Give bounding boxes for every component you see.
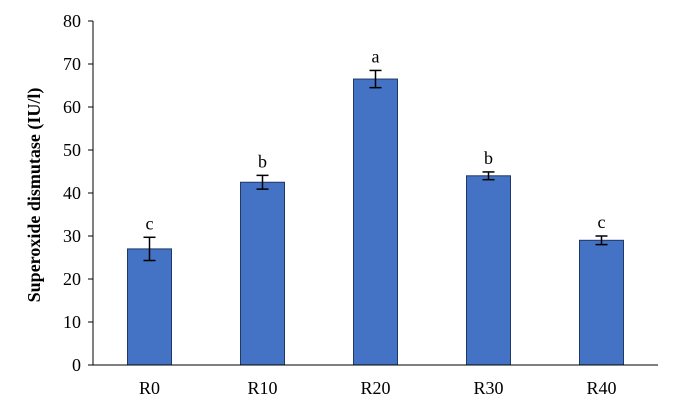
y-tick-label: 20 — [63, 269, 81, 289]
error-bar-r0 — [143, 236, 156, 262]
y-tick-label: 70 — [63, 54, 81, 74]
significance-label: b — [258, 151, 267, 171]
x-tick-label: R0 — [139, 378, 160, 398]
y-tick-label: 80 — [63, 11, 81, 31]
significance-label: a — [372, 46, 380, 66]
bar-r0 — [127, 248, 172, 366]
significance-label: c — [146, 213, 154, 233]
bar-r20 — [353, 78, 398, 366]
x-tick-label: R20 — [360, 378, 390, 398]
error-bar-r40 — [595, 235, 608, 246]
y-tick-label: 40 — [63, 183, 81, 203]
x-tick-label: R30 — [473, 378, 503, 398]
y-tick-label: 10 — [63, 312, 81, 332]
bar-r10 — [240, 181, 285, 366]
y-axis-title: Superoxide dismutase (IU/l) — [24, 88, 45, 303]
y-tick-label: 0 — [72, 355, 81, 375]
y-tick-label: 30 — [63, 226, 81, 246]
error-bar-r10 — [256, 174, 269, 190]
bar-r30 — [466, 175, 511, 366]
y-tick-label: 50 — [63, 140, 81, 160]
significance-label: c — [598, 212, 606, 232]
x-tick-label: R40 — [586, 378, 616, 398]
significance-label: b — [484, 148, 493, 168]
error-bar-r20 — [369, 69, 382, 89]
error-bar-r30 — [482, 171, 495, 181]
bar-r40 — [579, 239, 624, 366]
x-tick-label: R10 — [247, 378, 277, 398]
y-tick-label: 60 — [63, 97, 81, 117]
